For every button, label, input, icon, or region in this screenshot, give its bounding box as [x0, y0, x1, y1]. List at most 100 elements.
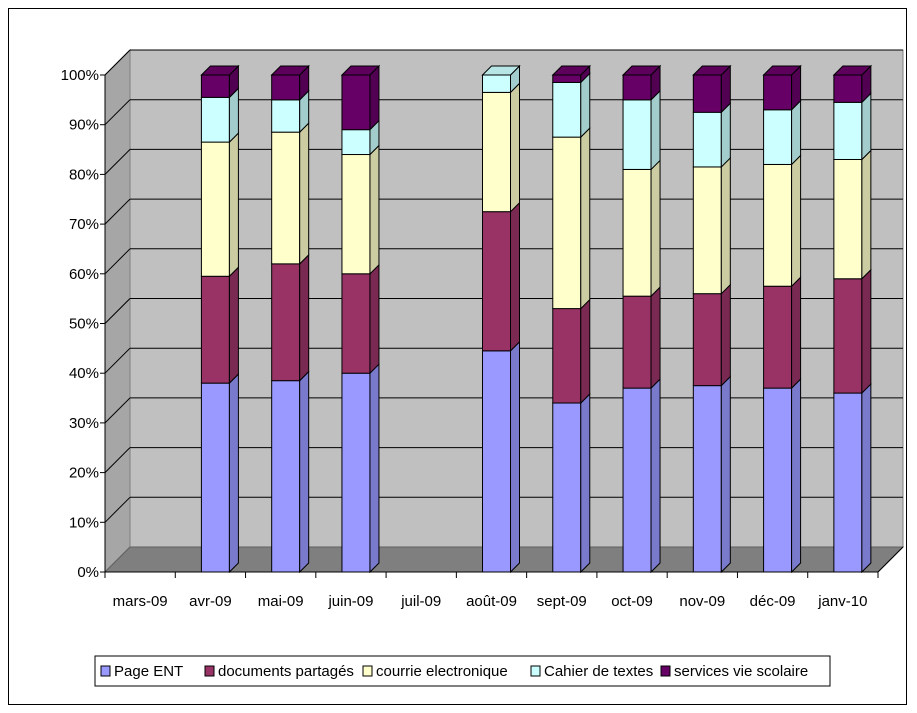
legend-swatch: [362, 665, 373, 677]
bar-segment-top: [200, 65, 240, 76]
bar-segment: [692, 385, 722, 573]
y-tick-label: 60%: [69, 266, 99, 283]
gridline-side: [104, 198, 131, 225]
y-tick-label: 10%: [69, 514, 99, 531]
bar-segment: [341, 154, 371, 275]
bar-segment: [271, 99, 301, 133]
bar-segment-side: [791, 276, 802, 390]
gridline-side: [104, 49, 131, 76]
bar-segment-side: [720, 375, 731, 574]
bar-stack: [481, 64, 521, 574]
y-tick-label: 0%: [77, 564, 99, 581]
bar-segment: [833, 74, 863, 103]
gridline-side: [104, 298, 131, 324]
bar-segment: [271, 74, 301, 101]
x-tick-label: mars-09: [113, 593, 168, 610]
gridline-side: [104, 149, 131, 175]
bar-segment: [763, 109, 793, 165]
legend-label: documents partagés: [218, 663, 354, 680]
bar-segment-side: [369, 263, 380, 375]
bar-segment: [341, 372, 371, 573]
x-tick-label: sept-09: [537, 593, 587, 610]
bar-segment: [482, 74, 511, 93]
legend-label: courrie electronique: [376, 663, 508, 680]
bar-segment: [692, 166, 722, 295]
legend-item: Page ENT: [100, 663, 183, 680]
bar-stack: [621, 64, 662, 574]
legend-swatch: [204, 665, 215, 677]
gridline-side: [104, 248, 131, 275]
y-tick-label: 80%: [69, 166, 99, 183]
bar-segment: [552, 74, 582, 83]
bar-segment-top: [340, 65, 381, 76]
bar-segment: [271, 263, 301, 382]
bar-segment-side: [228, 266, 239, 385]
legend-item: documents partagés: [204, 663, 354, 680]
bar-segment: [482, 211, 511, 352]
bar-segment-top: [762, 65, 802, 76]
bar-segment-side: [720, 283, 731, 387]
bar-stack: [832, 64, 873, 574]
legend-label: Cahier de textes: [544, 663, 653, 680]
bar-segment: [200, 74, 230, 98]
bar-segment: [763, 74, 793, 111]
legend-swatch: [100, 665, 111, 677]
bar-segment-side: [650, 377, 661, 574]
legend-label: services vie scolaire: [674, 663, 808, 680]
bar-segment-top: [481, 65, 521, 76]
bar-segment-top: [832, 65, 873, 76]
bar-segment: [200, 96, 230, 143]
legend-box: [94, 655, 831, 687]
bar-segment-side: [791, 377, 802, 574]
bar-segment-side: [580, 298, 591, 405]
bar-stack: [762, 64, 802, 574]
x-tick-label: avr-09: [189, 593, 232, 610]
y-tick-label: 100%: [61, 67, 99, 84]
bar-segment-side: [369, 362, 380, 574]
bar-segment-side: [510, 201, 520, 353]
bar-segment-side: [720, 102, 731, 169]
floor-edge: [877, 546, 904, 573]
y-tick-label: 70%: [69, 216, 99, 233]
bar-segment: [552, 308, 582, 404]
bar-segment-side: [861, 382, 872, 574]
x-tick-label: nov-09: [679, 593, 725, 610]
x-tick-label: janv-10: [817, 593, 867, 610]
bar-stack: [340, 64, 381, 574]
legend-item: courrie electronique: [362, 663, 508, 680]
bar-segment: [200, 382, 230, 573]
bar-segment: [692, 293, 722, 387]
bar-segment-top: [270, 65, 310, 76]
bar-segment: [271, 380, 301, 573]
bar-segment: [552, 81, 582, 138]
bar-segment: [200, 141, 230, 277]
legend-item: services vie scolaire: [660, 663, 808, 680]
bar-segment-side: [369, 64, 380, 131]
bar-stack: [692, 64, 732, 574]
bar-segment: [200, 275, 230, 384]
bar-segment-side: [650, 159, 661, 298]
bar-segment: [763, 163, 793, 287]
gridline-side: [104, 347, 131, 374]
x-tick-label: juin-09: [327, 593, 373, 610]
bar-segment-side: [650, 89, 661, 171]
bar-segment: [552, 402, 582, 573]
bar-segment-top: [692, 65, 732, 76]
gridline-side: [104, 496, 131, 523]
bar-segment-side: [299, 121, 310, 266]
y-tick-label: 30%: [69, 415, 99, 432]
bar-segment: [622, 74, 652, 101]
bar-stack: [200, 64, 240, 574]
x-tick-label: déc-09: [750, 593, 796, 610]
bar-segment-side: [791, 154, 802, 288]
bar-segment-side: [228, 131, 239, 278]
bar-segment-side: [580, 392, 591, 574]
bar-stack: [551, 64, 591, 574]
gridline-side: [104, 447, 131, 473]
bar-segment: [622, 168, 652, 297]
bar-segment: [763, 285, 793, 389]
legend-item: Cahier de textes: [530, 663, 653, 680]
gridline-side: [104, 397, 131, 424]
x-tick-label: août-09: [466, 593, 517, 610]
x-tick-label: oct-09: [611, 593, 653, 610]
